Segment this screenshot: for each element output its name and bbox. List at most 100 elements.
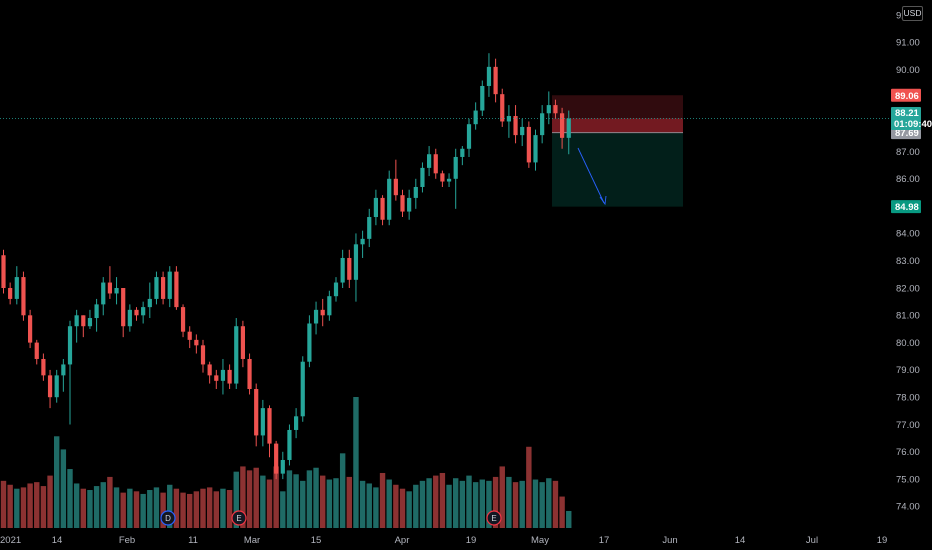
candle-body: [493, 66, 498, 95]
candle-body: [460, 148, 465, 157]
candle-body: [34, 342, 39, 359]
candle-body: [200, 345, 206, 365]
volume-bar: [472, 482, 479, 528]
candle-body: [21, 277, 26, 316]
volume-bar: [353, 397, 359, 528]
candle-body: [107, 282, 112, 294]
volume-bar: [466, 475, 472, 528]
candle-body: [313, 309, 319, 324]
candle-body: [174, 271, 179, 308]
candle-body: [67, 326, 73, 365]
candle-body: [360, 238, 365, 245]
candle-body: [61, 364, 66, 376]
candle-body: [81, 315, 86, 327]
volume-bar: [246, 470, 253, 528]
volume-bar: [506, 476, 512, 528]
volume-bar: [492, 476, 499, 528]
short-position-tool[interactable]: [552, 95, 683, 207]
volume-bar: [552, 480, 559, 528]
volume-bar: [386, 479, 392, 528]
volume-bar: [339, 453, 346, 528]
price-tick-label: 78.00: [896, 393, 920, 404]
candle-body: [234, 326, 239, 384]
candle-body: [407, 197, 412, 212]
volume-bar: [193, 491, 200, 528]
candle-body: [333, 282, 339, 297]
currency-badge[interactable]: USD: [902, 6, 923, 21]
price-tick-label: 82.00: [896, 283, 920, 294]
price-tick-label: 77.00: [896, 420, 920, 431]
volume-bar: [419, 480, 426, 528]
time-axis[interactable]: 2021 14 Feb 11 Mar 15 Apr 19 May 17 Jun 14 Jul 19: [0, 535, 887, 546]
candle-body: [440, 173, 445, 182]
candle-body: [94, 304, 99, 319]
candle-body: [294, 416, 299, 430]
candle-body: [14, 277, 19, 299]
volume-bar: [499, 466, 505, 528]
volume-bar: [100, 482, 106, 528]
candle-body: [161, 277, 166, 299]
open-loss-zone: [552, 118, 683, 133]
volume-bar: [213, 491, 219, 528]
last-price-tag-bg: [891, 106, 921, 130]
price-tick-label: 90.00: [896, 65, 920, 76]
last-price-tag-countdown: 01:09:40: [894, 119, 932, 130]
candle-body: [127, 309, 132, 327]
candle-body: [546, 105, 551, 114]
volume-bar: [7, 484, 13, 528]
volume-bar: [187, 493, 193, 528]
volume-bar: [27, 483, 33, 528]
volume-bar: [446, 484, 452, 528]
volume-bar: [459, 480, 466, 528]
time-tick-label: Mar: [244, 535, 260, 546]
candle-body: [180, 307, 186, 332]
price-axis[interactable]: 92 91.00 90.00 87.00 86.00 84.00 83.00 82.00 81.…: [896, 10, 920, 512]
time-tick-label: Feb: [119, 535, 135, 546]
event-marker: [160, 510, 176, 526]
volume-bar: [373, 487, 379, 528]
volume-bar: [486, 480, 492, 528]
price-tick-label: 83.00: [896, 256, 920, 267]
volume-bars: [0, 397, 572, 528]
profit-target-zone: [552, 132, 683, 207]
volume-bar: [366, 483, 372, 528]
volume-bar: [87, 490, 93, 528]
candle-body: [54, 375, 59, 398]
target-price-tag-label: 84.98: [895, 202, 919, 213]
candle-body: [274, 443, 279, 474]
volume-bar: [40, 486, 47, 528]
time-tick-label: May: [531, 535, 549, 546]
candle-body: [87, 318, 93, 327]
volume-bar: [14, 488, 20, 528]
volume-bar: [233, 471, 239, 528]
volume-bar: [73, 483, 80, 528]
candle-body: [420, 167, 425, 187]
candle-body: [260, 408, 265, 436]
volume-bar: [413, 484, 419, 528]
candle-body: [433, 154, 438, 174]
candle-body: [214, 375, 219, 381]
volume-bar: [220, 488, 226, 528]
candle-body: [373, 197, 378, 218]
candle-body: [500, 94, 505, 122]
price-tick-label: 92: [896, 10, 907, 21]
candle-body: [367, 217, 372, 239]
volume-bar: [147, 490, 153, 528]
volume-bar: [107, 476, 113, 528]
candle-body: [280, 459, 285, 474]
candle-body: [400, 195, 405, 212]
volume-bar: [539, 482, 545, 528]
volume-bar: [346, 476, 352, 528]
candle-body: [446, 178, 452, 182]
volume-bar: [20, 487, 27, 528]
candle-body: [473, 110, 478, 125]
volume-bar: [0, 480, 7, 528]
candle-body: [453, 156, 458, 179]
volume-bar: [326, 479, 333, 528]
price-tick-label: 91.00: [896, 38, 920, 49]
candle-body: [28, 315, 33, 343]
volume-bar: [153, 487, 160, 528]
time-tick-label: Jul: [806, 535, 818, 546]
